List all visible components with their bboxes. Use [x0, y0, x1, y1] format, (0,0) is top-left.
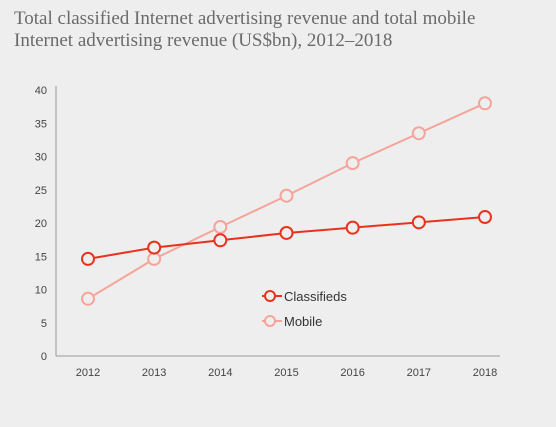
y-tick-label: 15: [35, 251, 47, 263]
y-tick-label: 35: [35, 118, 47, 130]
legend-marker-swatch: [264, 290, 276, 302]
x-tick-label: 2018: [473, 367, 497, 379]
x-tick-label: 2016: [340, 367, 364, 379]
legend-marker-swatch: [264, 315, 276, 327]
x-tick-label: 2012: [76, 367, 100, 379]
x-tick-label: 2013: [142, 367, 166, 379]
data-point: [279, 188, 294, 203]
series-classifieds: [81, 210, 492, 266]
y-tick-label: 25: [35, 185, 47, 197]
data-point: [478, 96, 492, 111]
series-mobile: [81, 96, 492, 306]
data-point: [411, 126, 426, 141]
legend-item-classifieds: Classifieds: [262, 289, 347, 304]
y-tick-label: 20: [35, 218, 47, 230]
y-tick-label: 0: [41, 351, 47, 363]
y-tick-label: 30: [35, 152, 47, 164]
data-point: [213, 233, 228, 248]
y-tick-label: 10: [35, 285, 47, 297]
data-point: [81, 251, 95, 266]
data-point: [411, 215, 426, 230]
legend-label: Mobile: [284, 314, 322, 329]
data-point: [279, 225, 294, 240]
data-point: [345, 156, 360, 171]
legend: Classifieds Mobile: [262, 289, 347, 329]
data-point: [147, 240, 162, 255]
data-point: [81, 291, 95, 306]
legend-label: Classifieds: [284, 289, 347, 304]
x-tick-label: 2015: [274, 367, 298, 379]
data-point: [478, 210, 492, 225]
y-tick-label: 40: [35, 85, 47, 97]
x-tick-label: 2017: [407, 367, 431, 379]
y-tick-label: 5: [41, 318, 47, 330]
data-point: [147, 251, 162, 266]
chart-axes: 0 5 10 15 20 25 30 35 40 2012 2013 2014 2015 2016 2017…: [35, 85, 500, 379]
series-layer: [81, 96, 492, 306]
chart-title-line-1: Total classified Internet advertising re…: [14, 8, 476, 29]
data-point: [213, 219, 228, 234]
legend-item-mobile: Mobile: [262, 314, 322, 329]
chart-title-line-2: Internet advertising revenue (US$bn), 20…: [14, 30, 393, 51]
data-point: [345, 220, 360, 235]
chart-title: Total classified Internet advertising re…: [14, 8, 544, 52]
x-tick-label: 2014: [208, 367, 232, 379]
